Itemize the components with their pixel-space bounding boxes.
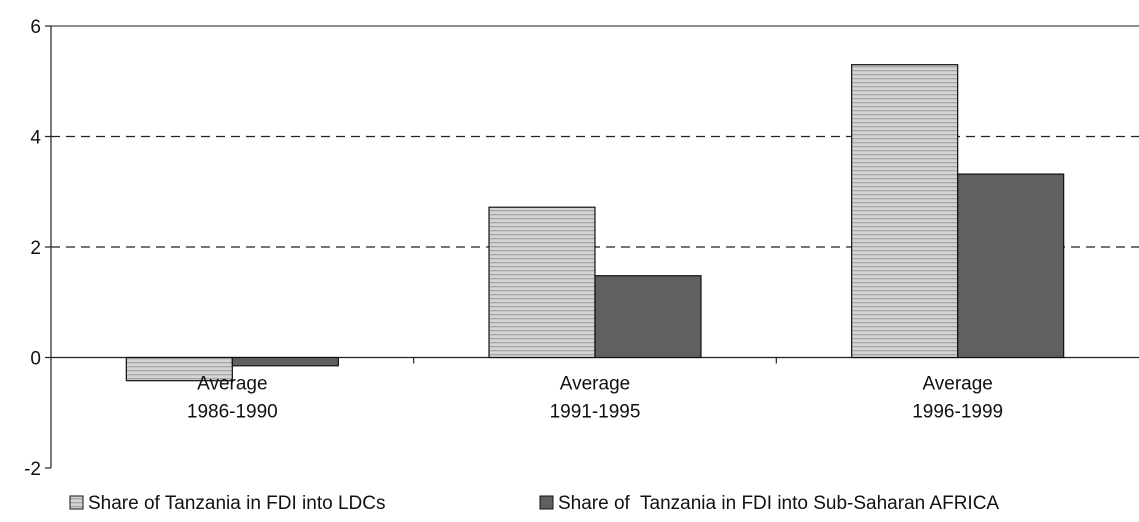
bar-series-2 [594,275,702,359]
x-category-label: Average [560,374,630,395]
legend-swatch [69,495,84,510]
y-tick-label: -2 [24,459,41,480]
y-tick-label: 0 [30,349,41,370]
legend-swatch [539,495,554,510]
x-category-label: Average [922,374,992,395]
x-category-label: Average [197,374,267,395]
bar-series-1 [125,356,233,382]
y-tick-label: 6 [30,17,41,38]
legend-label: Share of Tanzania in FDI into LDCs [88,493,385,514]
legend-label: Share of Tanzania in FDI into Sub-Sahara… [558,493,999,514]
bar-series-2 [231,356,339,367]
bar-series-1 [851,64,959,359]
x-category-label: 1996-1999 [912,402,1003,423]
y-tick-label: 4 [30,128,41,149]
y-tick-label: 2 [30,238,41,259]
x-category-label: 1991-1995 [550,402,641,423]
x-category-label: 1986-1990 [187,402,278,423]
bar-series-2 [957,173,1065,359]
bar-series-1 [488,206,596,359]
